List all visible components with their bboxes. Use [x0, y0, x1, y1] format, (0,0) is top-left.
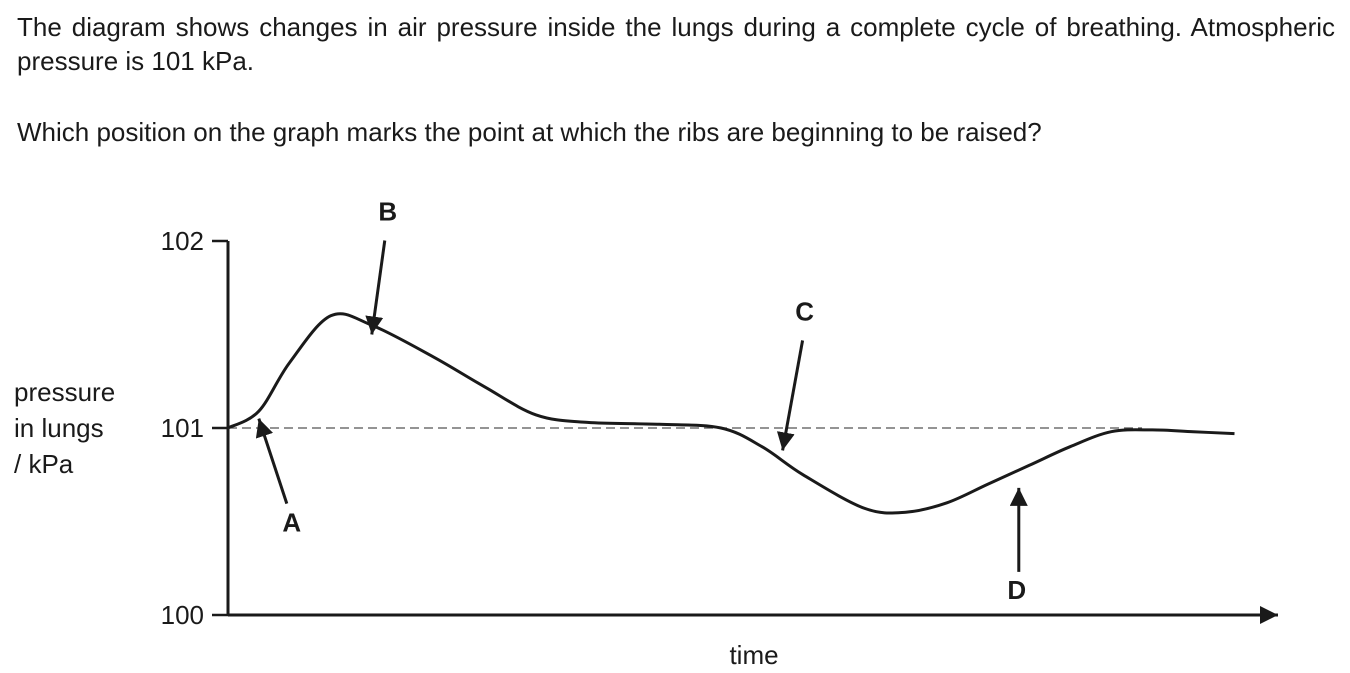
annotation-b: B	[365, 197, 397, 335]
axes: 100 101 102 time pressure in lungs / kPa	[14, 226, 1278, 670]
annotation-d: D	[1007, 487, 1028, 605]
label-b: B	[378, 197, 397, 227]
label-a: A	[282, 508, 301, 538]
arrow-c	[776, 340, 805, 451]
x-axis-label: time	[729, 640, 778, 670]
question-intro: The diagram shows changes in air pressur…	[17, 12, 1335, 76]
y-tick-label-100: 100	[161, 600, 204, 630]
y-axis-label-line-1: pressure	[14, 377, 115, 407]
pressure-curve	[227, 312, 1235, 515]
y-axis-label-line-3: / kPa	[14, 449, 74, 479]
annotation-a: A	[255, 418, 301, 538]
y-axis-label-line-2: in lungs	[14, 413, 104, 443]
label-c: C	[795, 296, 814, 326]
y-tick-label-102: 102	[161, 226, 204, 256]
y-tick-label-101: 101	[161, 413, 204, 443]
question-prompt: Which position on the graph marks the po…	[17, 117, 1042, 147]
annotation-c: C	[776, 296, 814, 451]
arrow-b	[365, 240, 387, 335]
curve-group	[227, 312, 1235, 515]
arrow-a	[255, 418, 289, 505]
label-d: D	[1007, 575, 1026, 605]
annotations: A B C D	[255, 197, 1028, 605]
